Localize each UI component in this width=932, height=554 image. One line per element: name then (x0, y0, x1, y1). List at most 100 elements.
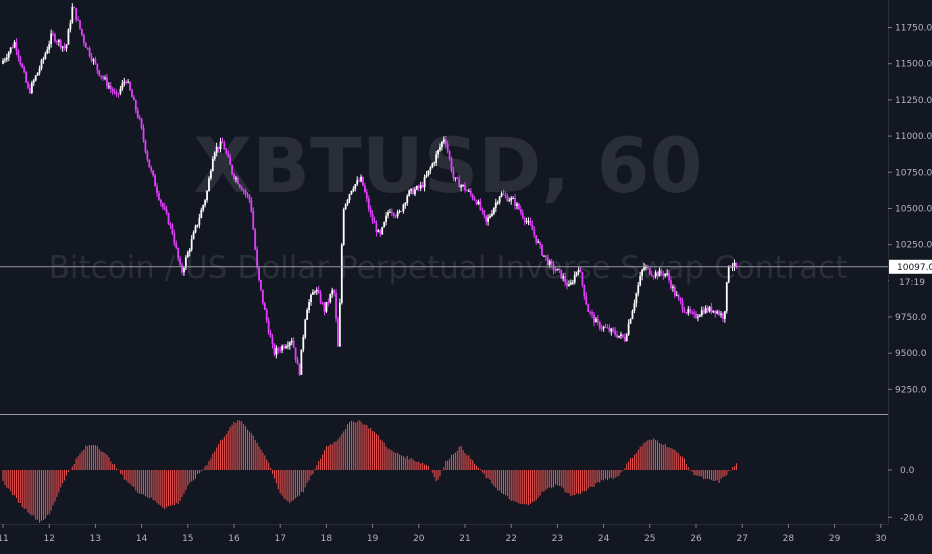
candle-down (683, 309, 686, 313)
candle-down (129, 81, 131, 91)
candle-up (40, 60, 43, 69)
candle-down (604, 326, 607, 328)
candle-down (693, 312, 695, 314)
candle-down (448, 151, 451, 159)
candle-up (275, 348, 278, 355)
candle-down (560, 269, 563, 279)
candle-down (323, 303, 326, 312)
candle-up (595, 318, 597, 323)
candle-down (421, 185, 424, 188)
candle-up (633, 303, 636, 311)
candle-down (529, 220, 532, 225)
candle-up (573, 275, 576, 283)
candle-up (610, 328, 613, 332)
candle-down (471, 194, 474, 199)
candle-down (21, 63, 24, 68)
candle-up (496, 202, 499, 204)
candle-up (42, 58, 45, 61)
candle-up (575, 271, 578, 276)
candle-down (19, 57, 22, 64)
oscillator-axis-label: 0.0 (900, 466, 915, 476)
candle-down (148, 159, 151, 168)
candle-down (400, 211, 403, 213)
candle-down (109, 86, 112, 90)
candle-up (290, 340, 293, 343)
candle-down (722, 313, 724, 319)
candle-down (258, 267, 260, 280)
candle-up (315, 289, 318, 292)
time-axis-label: 14 (136, 534, 148, 544)
candle-down (256, 249, 258, 268)
time-axis-label: 20 (413, 534, 425, 544)
candle-up (460, 185, 463, 188)
candle-down (541, 244, 543, 256)
candle-down (231, 164, 233, 175)
candle-up (494, 202, 497, 208)
candle-down (479, 201, 482, 210)
candle-down (134, 100, 137, 111)
candle-down (79, 20, 81, 29)
candle-down (662, 273, 665, 276)
candle-down (371, 213, 374, 221)
candle-up (210, 171, 212, 179)
candle-down (227, 153, 230, 157)
candle-up (377, 230, 380, 233)
price-axis-label: 11000.0 (895, 132, 932, 142)
candle-down (417, 186, 420, 189)
candle-down (25, 72, 27, 83)
candle-down (298, 364, 301, 375)
candle-down (558, 268, 561, 270)
candle-up (213, 152, 216, 159)
candle-down (706, 307, 709, 312)
candle-down (269, 333, 272, 338)
candle-up (425, 174, 428, 178)
candle-down (373, 220, 376, 224)
candle-up (631, 310, 634, 319)
candle-down (606, 327, 609, 329)
candle-down (246, 193, 249, 196)
candle-down (362, 176, 364, 186)
candle-down (77, 19, 79, 21)
candle-up (712, 310, 715, 313)
time-axis-label: 25 (644, 534, 655, 544)
candle-down (250, 199, 253, 212)
candle-down (140, 118, 143, 129)
candle-down (514, 198, 516, 206)
oscillator-axis[interactable]: 0.0 -20.0 (888, 466, 924, 523)
candle-down (102, 76, 104, 79)
candle-up (433, 162, 436, 164)
candle-down (566, 282, 568, 287)
candle-up (204, 200, 207, 206)
candle-down (502, 193, 505, 195)
candle-up (666, 273, 669, 275)
candle-down (248, 195, 251, 200)
time-axis-label: 30 (875, 534, 887, 544)
candle-down (591, 312, 593, 315)
candle-down (702, 310, 705, 314)
candle-up (202, 205, 205, 211)
candle-up (356, 180, 359, 185)
oscillator-axis-label: -20.0 (900, 513, 924, 523)
time-axis-label: 27 (736, 534, 747, 544)
candle-down (229, 156, 232, 165)
candle-up (30, 82, 33, 94)
candle-up (302, 337, 305, 350)
candle-up (415, 186, 418, 190)
candle-down (296, 359, 299, 365)
candle-down (252, 211, 255, 230)
candle-up (300, 349, 303, 375)
candle-down (379, 230, 382, 235)
candle-down (375, 223, 378, 233)
time-axis[interactable]: 11 12 13 14 15 16 17 18 19 20 21 22 23 24 25 26 27 28 29 30 (0, 524, 887, 544)
price-axis-label: 10750.0 (895, 168, 932, 178)
candle-down (271, 337, 274, 345)
candle-down (181, 264, 183, 273)
candle-up (406, 195, 409, 203)
candle-up (190, 239, 193, 250)
candle-down (154, 175, 156, 187)
candle-down (273, 344, 276, 355)
time-axis-label: 15 (182, 534, 193, 544)
